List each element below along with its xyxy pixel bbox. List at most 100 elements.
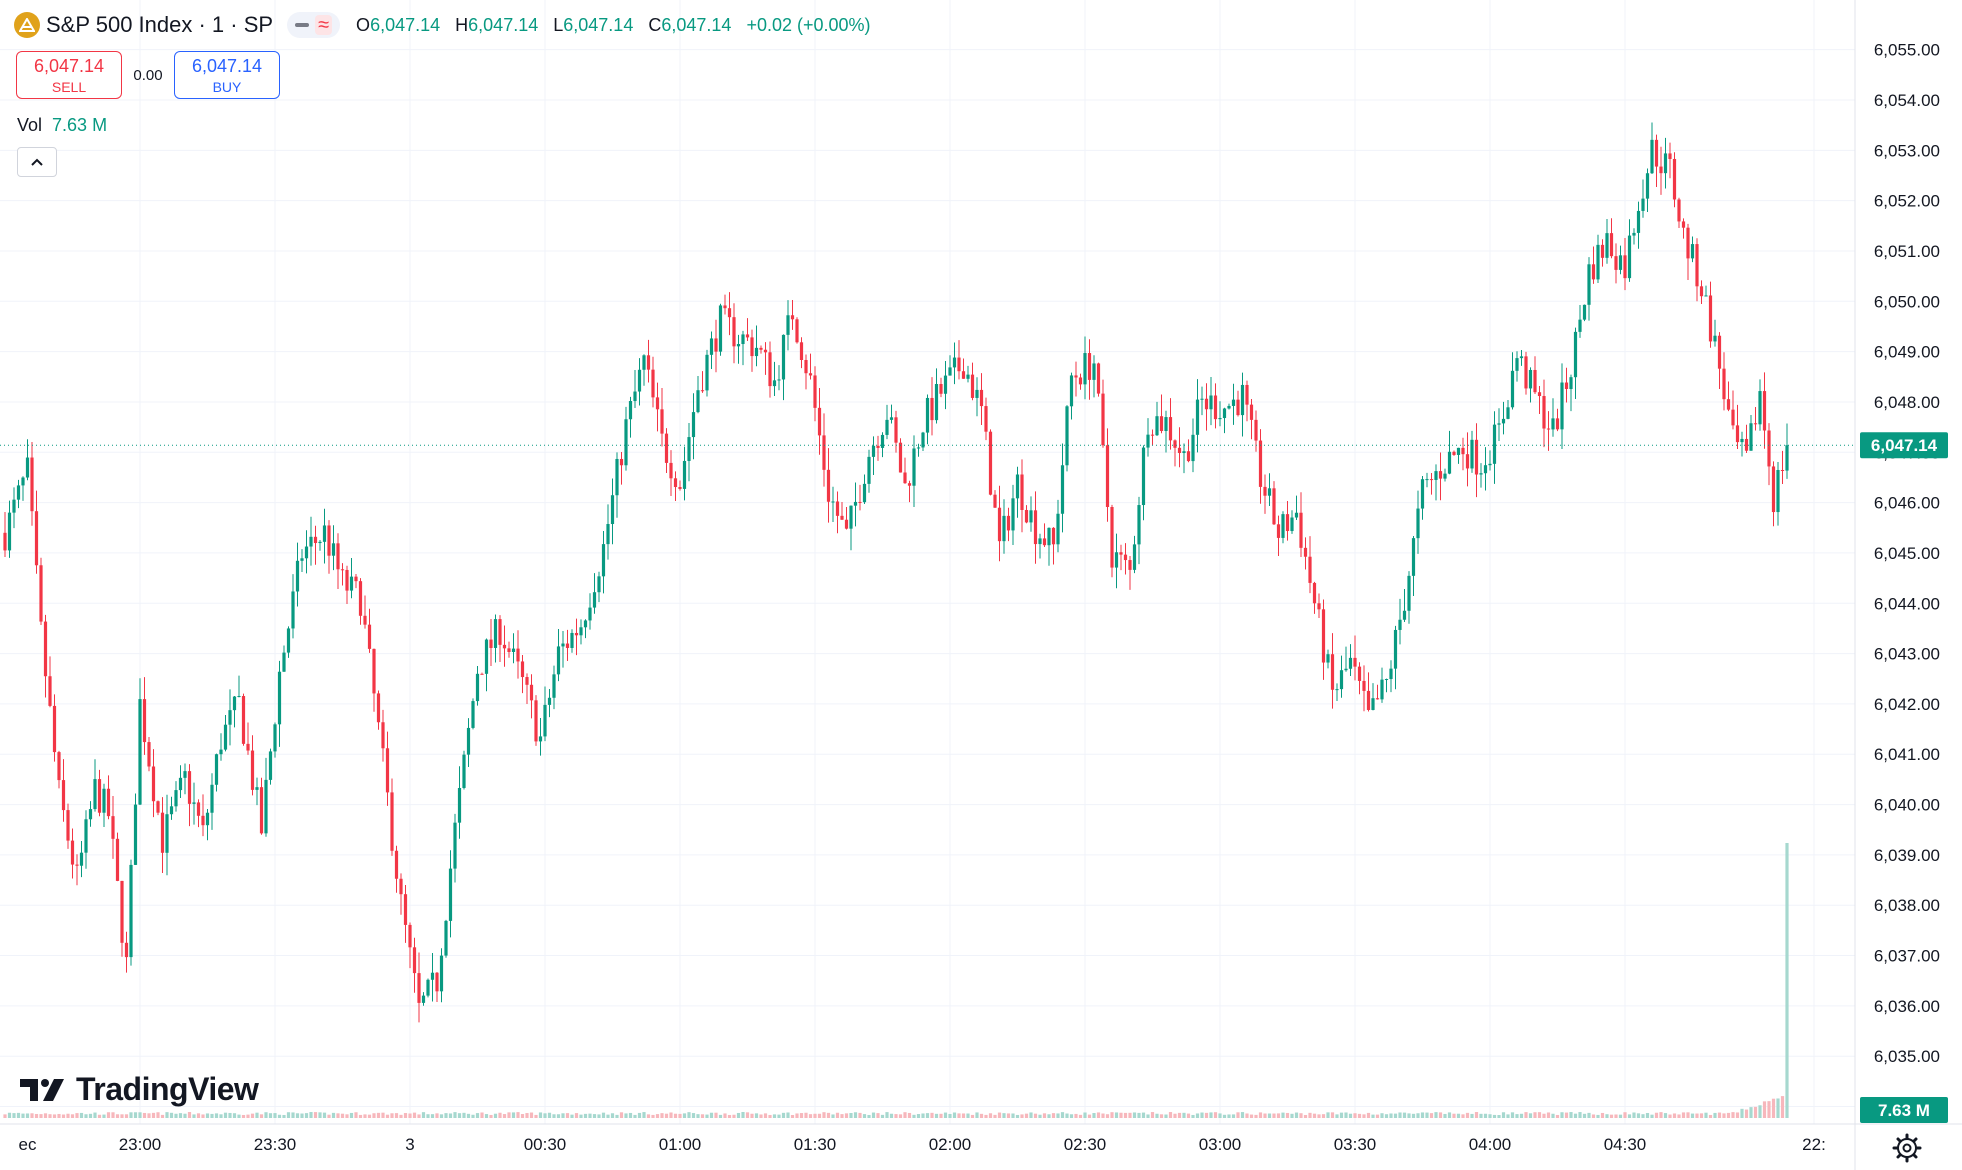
candle-body xyxy=(1312,582,1317,604)
candle-body xyxy=(1488,463,1492,466)
candle-body xyxy=(219,749,223,755)
volume-bar xyxy=(1056,1113,1060,1118)
approx-wave-icon[interactable]: ≈ xyxy=(315,15,333,35)
candle-body xyxy=(426,979,430,996)
volume-bar xyxy=(399,1114,403,1118)
volume-bar xyxy=(1591,1114,1596,1118)
candle-body xyxy=(1137,505,1141,545)
volume-bar xyxy=(741,1112,745,1118)
candle-body xyxy=(781,334,786,380)
volume-bar xyxy=(831,1114,835,1118)
candle-body xyxy=(201,815,205,826)
candle-body xyxy=(1299,512,1303,548)
volume-bar xyxy=(1119,1112,1123,1118)
volume-bar xyxy=(1713,1112,1717,1118)
volume-bar xyxy=(169,1112,174,1118)
candle-body xyxy=(1650,139,1654,174)
indicator-toggle[interactable]: ≈ xyxy=(287,12,341,38)
volume-bar xyxy=(970,1114,975,1118)
volume-bar xyxy=(777,1114,781,1118)
volume-bar xyxy=(453,1112,457,1118)
volume-bar xyxy=(1002,1113,1006,1118)
volume-bar xyxy=(1348,1113,1353,1118)
sp500-symbol-icon[interactable] xyxy=(14,12,40,38)
volume-bar xyxy=(876,1113,880,1118)
volume-bar xyxy=(1065,1113,1069,1118)
volume-bar xyxy=(1623,1112,1627,1118)
minus-icon[interactable] xyxy=(295,23,310,27)
candle-body xyxy=(21,477,25,486)
volume-bar xyxy=(435,1113,439,1118)
volume-bar xyxy=(1749,1107,1753,1118)
candle-body xyxy=(1344,668,1348,671)
candle-body xyxy=(115,838,120,881)
candle-body xyxy=(750,337,754,357)
price-tick-label: 6,050.00 xyxy=(1874,292,1940,311)
volume-bar xyxy=(457,1113,462,1118)
time-axis[interactable]: ec 23:00 23:30 3 00:30 01:00 01:30 02:00 02:30 03… xyxy=(19,1135,1826,1154)
volume-bar xyxy=(1744,1109,1749,1118)
price-tick-label: 6,045.00 xyxy=(1874,544,1940,563)
candle-body xyxy=(804,360,808,374)
candle-body xyxy=(1776,469,1780,513)
candle-body xyxy=(925,397,930,433)
volume-bar xyxy=(754,1113,759,1118)
volume-bar xyxy=(984,1114,988,1118)
candle-body xyxy=(196,802,201,816)
price-tick-label: 6,039.00 xyxy=(1874,846,1940,865)
price-tick-label: 6,048.00 xyxy=(1874,393,1940,412)
volume-bar xyxy=(817,1113,822,1118)
candle-body xyxy=(75,864,79,866)
price-axis[interactable]: 6,034.006,035.006,036.006,037.006,038.00… xyxy=(1874,41,1940,1117)
volume-bar xyxy=(439,1114,444,1118)
candles xyxy=(3,122,1789,1023)
sell-button[interactable]: 6,047.14 SELL xyxy=(16,51,122,99)
volume-bar xyxy=(925,1113,930,1118)
volume-legend[interactable]: Vol 7.63 M xyxy=(17,115,107,136)
volume-bar xyxy=(628,1112,633,1118)
candle-body xyxy=(277,671,282,725)
candle-body xyxy=(205,812,210,826)
collapse-legend-button[interactable] xyxy=(17,147,57,177)
symbol-title[interactable]: S&P 500 Index · 1 · SP xyxy=(46,12,274,37)
volume-bar xyxy=(687,1112,691,1118)
volume-bar xyxy=(615,1114,619,1118)
volume-bar xyxy=(975,1112,979,1118)
tradingview-logo[interactable]: TradingView xyxy=(20,1071,259,1108)
volume-bar xyxy=(1173,1113,1177,1118)
candle-body xyxy=(867,456,871,484)
candle-body xyxy=(1758,391,1762,425)
candle-body xyxy=(970,374,975,398)
candle-body xyxy=(745,334,750,338)
candle-body xyxy=(1024,509,1029,523)
volume-bar xyxy=(1123,1112,1128,1118)
volume-bar xyxy=(750,1113,754,1118)
candle-body xyxy=(714,338,718,352)
time-tick-label: 04:30 xyxy=(1604,1135,1647,1154)
buy-button[interactable]: 6,047.14 BUY xyxy=(174,51,280,99)
candle-body xyxy=(466,727,471,755)
volume-bar xyxy=(102,1114,106,1118)
candle-body xyxy=(1141,447,1146,506)
volume-bar xyxy=(57,1113,61,1118)
chart-settings-gear-icon[interactable] xyxy=(1890,1131,1924,1165)
volume-bar xyxy=(1326,1112,1330,1118)
candle-body xyxy=(210,784,214,813)
volume-bar xyxy=(1245,1113,1249,1118)
candle-body xyxy=(1128,560,1132,570)
candle-body xyxy=(1236,399,1240,416)
volume-bar xyxy=(1470,1113,1474,1118)
candle-body xyxy=(282,652,286,672)
volume-bar xyxy=(313,1112,318,1118)
candle-body xyxy=(129,864,133,958)
candle-body xyxy=(349,576,354,591)
volume-bar xyxy=(471,1114,475,1118)
volume-bar xyxy=(1006,1113,1011,1118)
candle-body xyxy=(1159,416,1164,432)
candle-body xyxy=(889,417,894,420)
volume-bar xyxy=(822,1112,826,1118)
candle-body xyxy=(1753,423,1758,425)
candle-body xyxy=(1713,335,1717,342)
close-value: 6,047.14 xyxy=(661,14,732,35)
